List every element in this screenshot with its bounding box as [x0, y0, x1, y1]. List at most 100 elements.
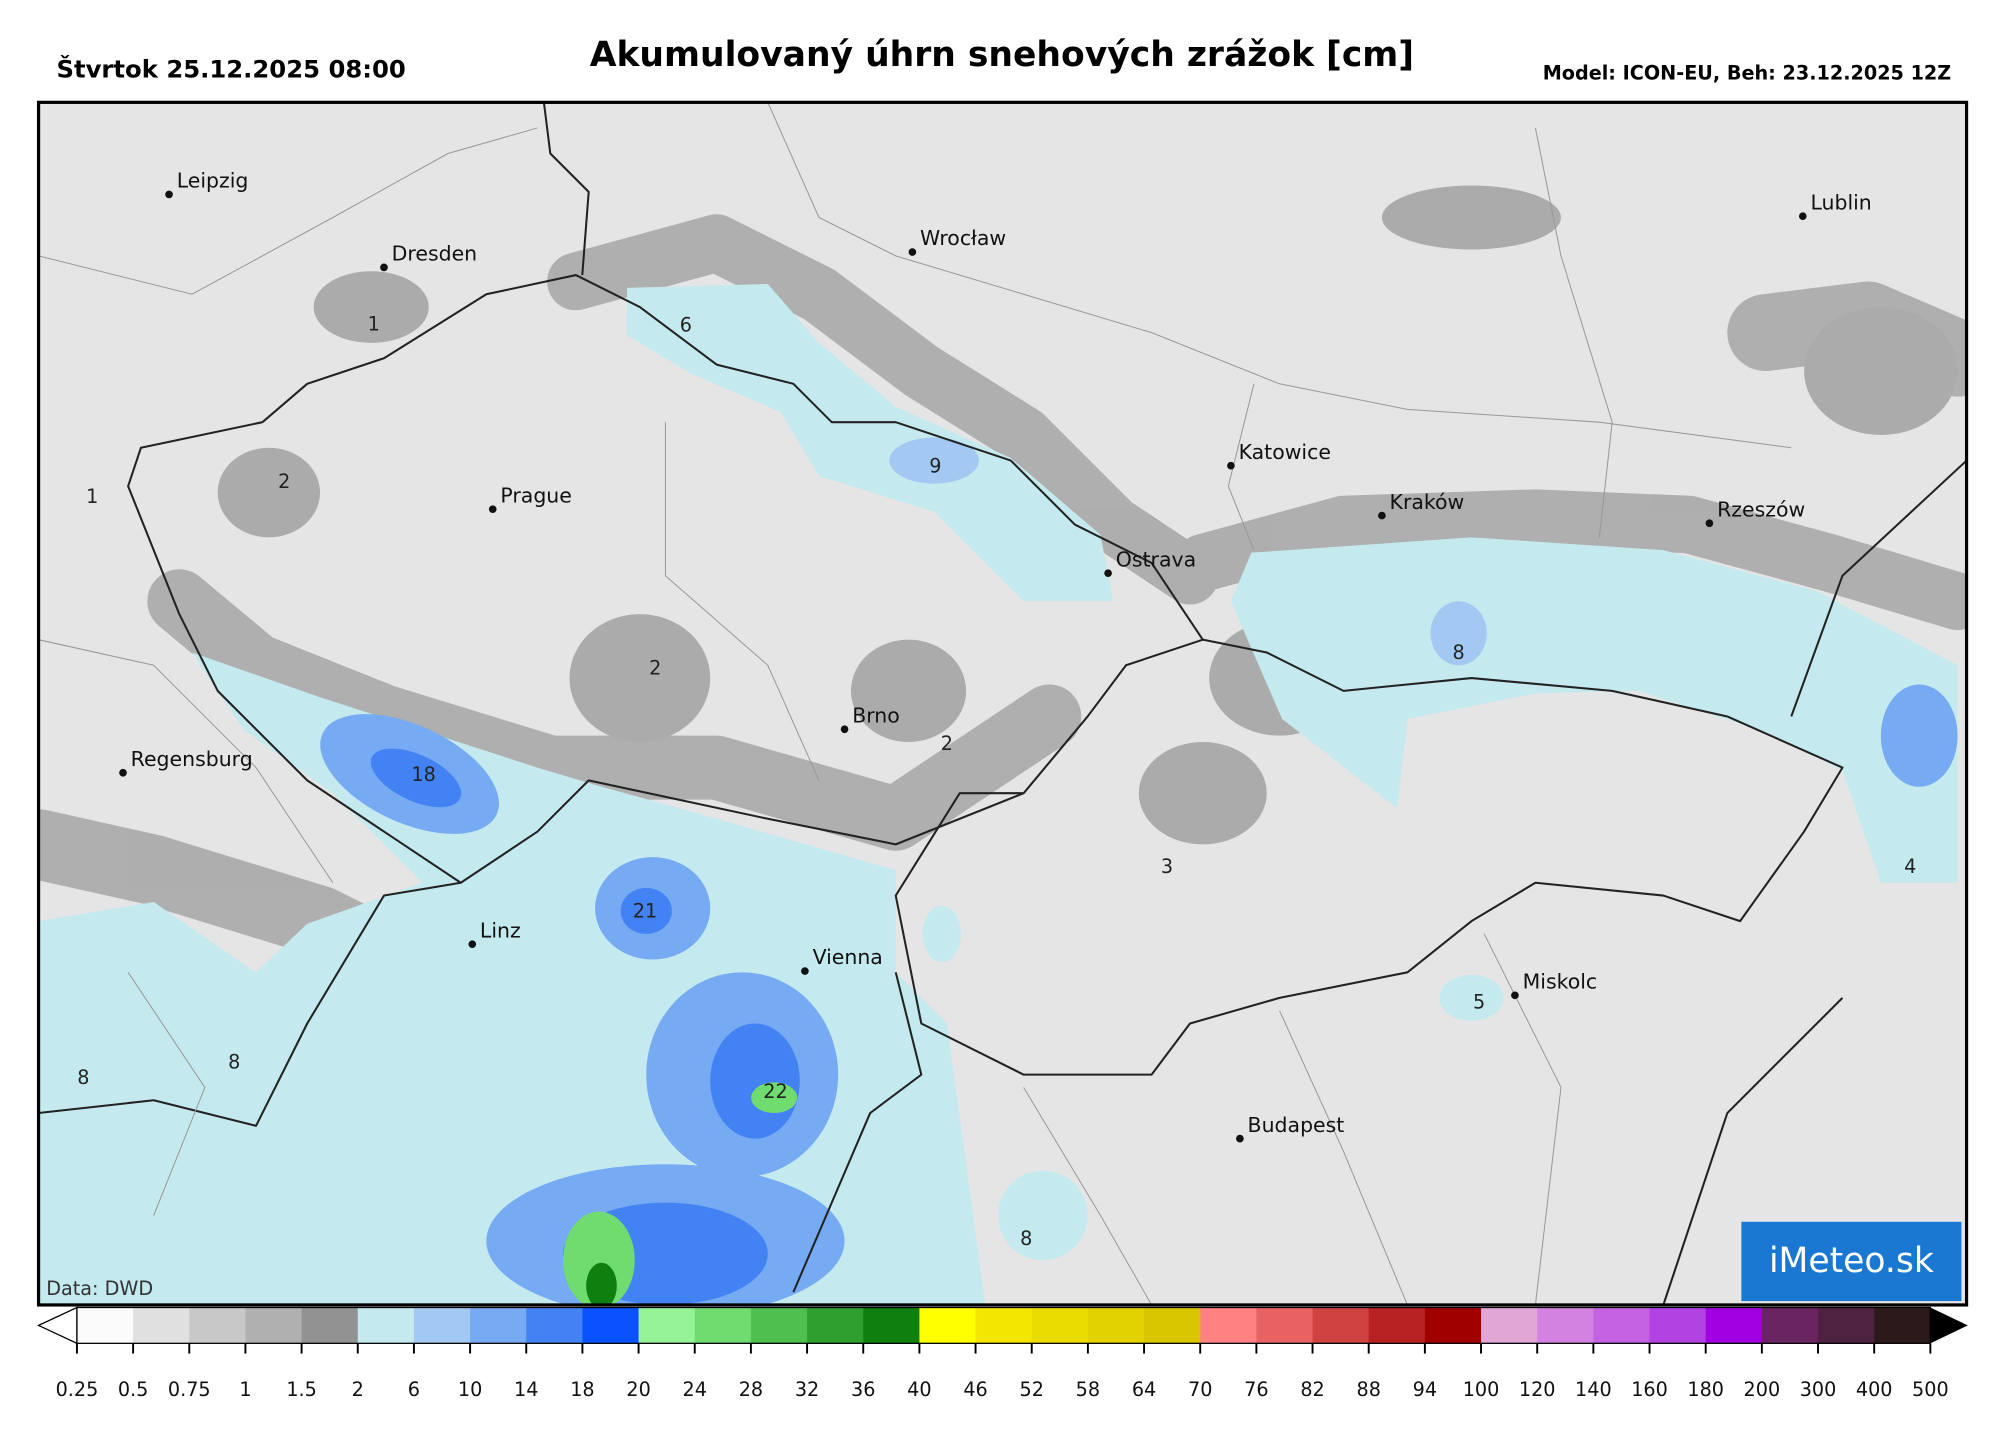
- colorbar-segment: [526, 1307, 583, 1344]
- colorbar-tick-label: 180: [1687, 1378, 1724, 1401]
- city-label: Linz: [480, 918, 521, 942]
- city-label: Vienna: [813, 945, 883, 969]
- city-marker: [908, 248, 917, 256]
- colorbar-tick-label: 20: [626, 1378, 650, 1401]
- snow-value: 8: [1453, 641, 1465, 664]
- colorbar-segment: [1818, 1307, 1875, 1344]
- colorbar-segment: [1031, 1307, 1089, 1344]
- logo: iMeteo.sk: [1769, 1241, 1934, 1281]
- colorbar-segment: [1874, 1307, 1931, 1344]
- logo-box: [1741, 1221, 1962, 1302]
- regional-borders: [38, 102, 1792, 1305]
- snow-value: 8: [77, 1066, 89, 1089]
- city-label: Rzeszów: [1717, 497, 1805, 521]
- city-marker: [1511, 991, 1519, 1000]
- city-label: Katowice: [1239, 440, 1331, 464]
- colorbar-segment: [807, 1307, 864, 1344]
- colorbar-segment: [1761, 1307, 1819, 1344]
- colorbar-tick-label: 40: [907, 1378, 931, 1401]
- city-marker: [1236, 1134, 1244, 1143]
- city-marker: [1104, 569, 1112, 577]
- city-label: Leipzig: [177, 169, 249, 193]
- colorbar-segment: [413, 1307, 471, 1344]
- city-label: Brno: [852, 703, 900, 727]
- borders: [38, 102, 1967, 1305]
- colorbar-tick-label: 500: [1912, 1378, 1949, 1401]
- colorbar-segment: [1424, 1307, 1482, 1344]
- colorbar-tick-label: 2: [352, 1378, 364, 1401]
- snow-value: 5: [1473, 991, 1485, 1014]
- valid-time: Štvrtok 25.12.2025 08:00: [56, 53, 405, 83]
- colorbar-tick-label: 70: [1188, 1378, 1212, 1401]
- snow-value: 8: [228, 1051, 240, 1074]
- map: Data: DWD iMeteo.sk: [36, 100, 1969, 1307]
- city-label: Lublin: [1810, 190, 1871, 214]
- model-info: Model: ICON-EU, Beh: 23.12.2025 12Z: [1543, 62, 1952, 85]
- colorbar-segment: [1537, 1307, 1594, 1344]
- colorbar-segment: [975, 1307, 1033, 1344]
- colorbar-segment: [1368, 1307, 1426, 1344]
- snow-value: 2: [649, 657, 661, 680]
- colorbar-tick-label: 0.5: [118, 1378, 149, 1401]
- city-marker: [1705, 519, 1714, 528]
- snow-value: 1: [86, 485, 98, 508]
- colorbar-tick-label: 1: [239, 1378, 251, 1401]
- colorbar-segment: [245, 1307, 302, 1344]
- snow-blue-zones: [320, 437, 1958, 1305]
- colorbar-segment: [76, 1307, 134, 1344]
- colorbar-tick-label: 400: [1856, 1378, 1893, 1401]
- data-source: Data: DWD: [46, 1277, 153, 1300]
- city-marker: [119, 768, 127, 777]
- colorbar-segment: [694, 1307, 752, 1344]
- colorbar-tick-label: 32: [795, 1378, 819, 1401]
- colorbar-tick-label: 64: [1132, 1378, 1156, 1401]
- colorbar-tick-label: 88: [1357, 1378, 1381, 1401]
- colorbar-segment: [357, 1307, 415, 1344]
- title: Akumulovaný úhrn snehových zrážok [cm]: [590, 35, 1414, 75]
- colorbar-segment: [1649, 1307, 1707, 1344]
- city-marker: [840, 725, 849, 734]
- colorbar-tick-label: 14: [514, 1378, 538, 1401]
- colorbar-segment: [582, 1307, 639, 1344]
- snow-value: 4: [1904, 855, 1916, 878]
- colorbar-segment: [1593, 1307, 1650, 1344]
- colorbar-tick-label: 94: [1413, 1378, 1437, 1401]
- snow-value: 2: [278, 470, 290, 493]
- colorbar-tick-label: 58: [1076, 1378, 1100, 1401]
- colorbar-segment: [1481, 1307, 1538, 1344]
- colorbar-segment: [133, 1307, 190, 1344]
- city-marker: [1798, 212, 1807, 221]
- city-marker: [380, 263, 388, 272]
- city-marker: [1227, 461, 1235, 470]
- snow-value: 8: [1020, 1227, 1032, 1250]
- snow-grey-blobs: [217, 185, 1958, 845]
- colorbar-tick-label: 10: [458, 1378, 482, 1401]
- colorbar-tick-label: 18: [570, 1378, 594, 1401]
- colorbar-tick-label: 160: [1631, 1378, 1668, 1401]
- city-label: Dresden: [392, 242, 477, 266]
- colorbar-tick-label: 300: [1800, 1378, 1837, 1401]
- snow-value: 9: [929, 454, 941, 477]
- snow-value: 21: [633, 900, 657, 923]
- colorbar-tick-label: 52: [1020, 1378, 1044, 1401]
- city-label: Prague: [500, 483, 571, 507]
- colorbar-tick-label: 6: [408, 1378, 420, 1401]
- colorbar-segment: [189, 1307, 246, 1344]
- colorbar-tick-label: 36: [851, 1378, 875, 1401]
- city-marker: [801, 967, 809, 975]
- colorbar-frame: [76, 1306, 1931, 1344]
- snow-value: 1: [368, 312, 380, 335]
- city-label: Regensburg: [131, 747, 253, 771]
- colorbar-tick-label: 200: [1744, 1378, 1781, 1401]
- city-marker: [1378, 511, 1386, 520]
- colorbar-segment: [638, 1307, 696, 1344]
- colorbar-tick-label: 100: [1463, 1378, 1500, 1401]
- snow-value: 18: [411, 763, 435, 786]
- city-label: Ostrava: [1116, 547, 1196, 571]
- colorbar-segment: [1200, 1307, 1257, 1344]
- colorbar-segment: [1705, 1307, 1763, 1344]
- city-label: Budapest: [1248, 1113, 1345, 1137]
- snow-value: 6: [680, 314, 692, 337]
- colorbar-tick-label: 82: [1300, 1378, 1324, 1401]
